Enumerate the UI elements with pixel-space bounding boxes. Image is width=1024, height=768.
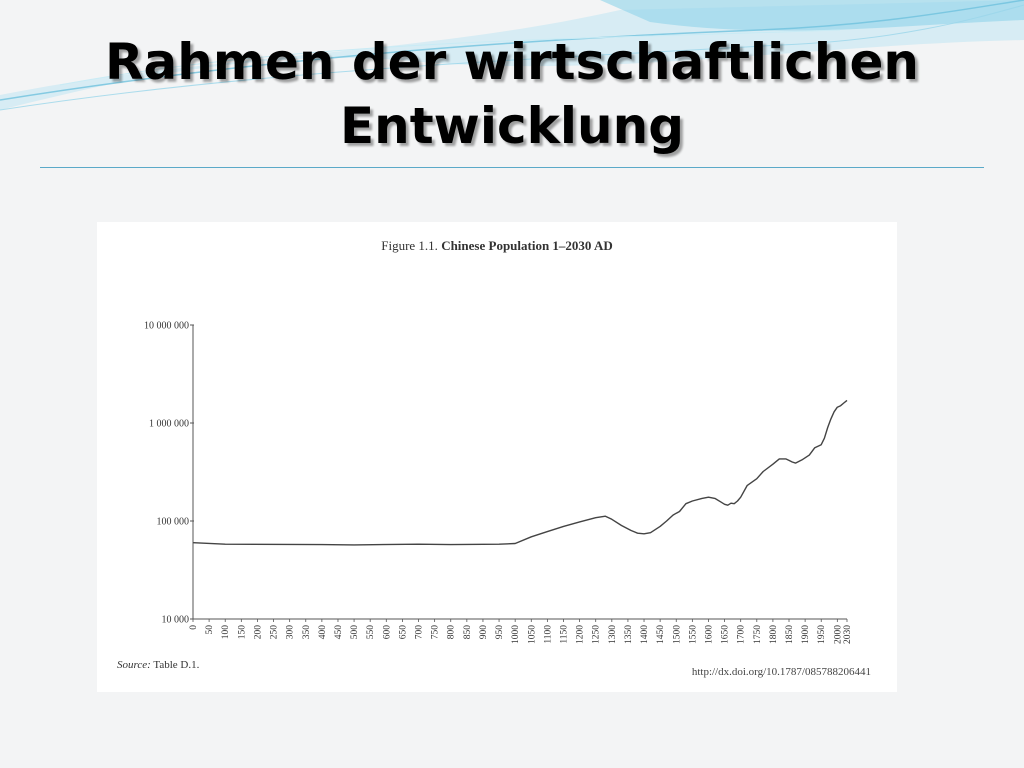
x-tick-label: 800: [447, 625, 457, 640]
x-tick-label: 100: [221, 625, 231, 640]
y-tick-label: 10 000: [162, 615, 190, 626]
doi-link[interactable]: http://dx.doi.org/10.1787/085788206441: [691, 666, 871, 678]
x-tick-label: 350: [302, 625, 312, 640]
figure-caption-prefix: Figure 1.1.: [381, 238, 438, 253]
x-tick-label: 1100: [543, 625, 553, 644]
x-tick-label: 1700: [737, 625, 747, 644]
figure-caption-title: Chinese Population 1–2030 AD: [441, 238, 613, 253]
x-tick-label: 50: [205, 625, 215, 635]
x-tick-label: 1850: [785, 625, 795, 644]
x-tick-label: 200: [253, 625, 263, 640]
x-tick-label: 650: [398, 625, 408, 640]
source-label: Source:: [117, 659, 151, 671]
chart-series: [193, 399, 848, 546]
slide-title-line-1: Rahmen der wirtschaftlichen: [105, 33, 919, 91]
x-tick-label: 950: [495, 625, 505, 640]
x-tick-label: 1650: [721, 625, 731, 644]
x-tick-label: 1500: [672, 625, 682, 644]
x-tick-label: 450: [334, 625, 344, 640]
chart-axes: [192, 325, 847, 620]
x-tick-label: 150: [237, 625, 247, 640]
y-axis-ticks: 10 000 100 000 1 000 000 10 000 000: [144, 321, 194, 626]
x-tick-label: 2030: [843, 625, 853, 644]
x-tick-label: 750: [431, 625, 441, 640]
x-tick-label: 850: [463, 625, 473, 640]
x-tick-label: 1950: [817, 625, 827, 644]
title-divider: [40, 167, 984, 168]
figure-source: Source: Table D.1.: [117, 659, 199, 671]
x-tick-label: 700: [415, 625, 425, 640]
x-tick-label: 1400: [640, 625, 650, 644]
figure-caption: Figure 1.1. Chinese Population 1–2030 AD: [97, 238, 897, 254]
population-series-line: [193, 399, 848, 546]
x-tick-label: 1350: [624, 625, 634, 644]
x-tick-label: 900: [479, 625, 489, 640]
x-tick-label: 0: [189, 625, 199, 630]
x-tick-label: 1150: [559, 625, 569, 644]
x-tick-label: 1600: [704, 625, 714, 644]
x-tick-label: 1050: [527, 625, 537, 644]
x-tick-label: 1800: [769, 625, 779, 644]
source-text: Table D.1.: [153, 659, 200, 671]
slide-title-line-2: Entwicklung: [340, 97, 684, 155]
x-tick-label: 300: [286, 625, 296, 640]
x-tick-label: 1550: [688, 625, 698, 644]
x-tick-label: 1000: [511, 625, 521, 644]
x-tick-label: 600: [382, 625, 392, 640]
y-tick-label: 1 000 000: [149, 419, 189, 430]
x-tick-label: 400: [318, 625, 328, 640]
x-tick-label: 500: [350, 625, 360, 640]
x-tick-label: 2000: [833, 625, 843, 644]
x-axis-ticks: 0 50 100 150 200 250 300 350 400 450 500 550 600 650 7…: [189, 619, 853, 644]
x-tick-label: 1200: [576, 625, 586, 644]
x-tick-label: 1300: [608, 625, 618, 644]
y-tick-label: 10 000 000: [144, 321, 189, 332]
x-tick-label: 1450: [656, 625, 666, 644]
x-tick-label: 1750: [753, 625, 763, 644]
y-tick-label: 100 000: [157, 517, 190, 528]
x-tick-label: 250: [270, 625, 280, 640]
x-tick-label: 1900: [801, 625, 811, 644]
population-line-chart: 10 000 100 000 1 000 000 10 000 000 0 50 100 1…: [144, 321, 853, 645]
x-tick-label: 1250: [592, 625, 602, 644]
slide-title: Rahmen der wirtschaftlichen Entwicklung: [0, 30, 1024, 158]
figure-image: Figure 1.1. Chinese Population 1–2030 AD…: [97, 222, 897, 692]
x-tick-label: 550: [366, 625, 376, 640]
